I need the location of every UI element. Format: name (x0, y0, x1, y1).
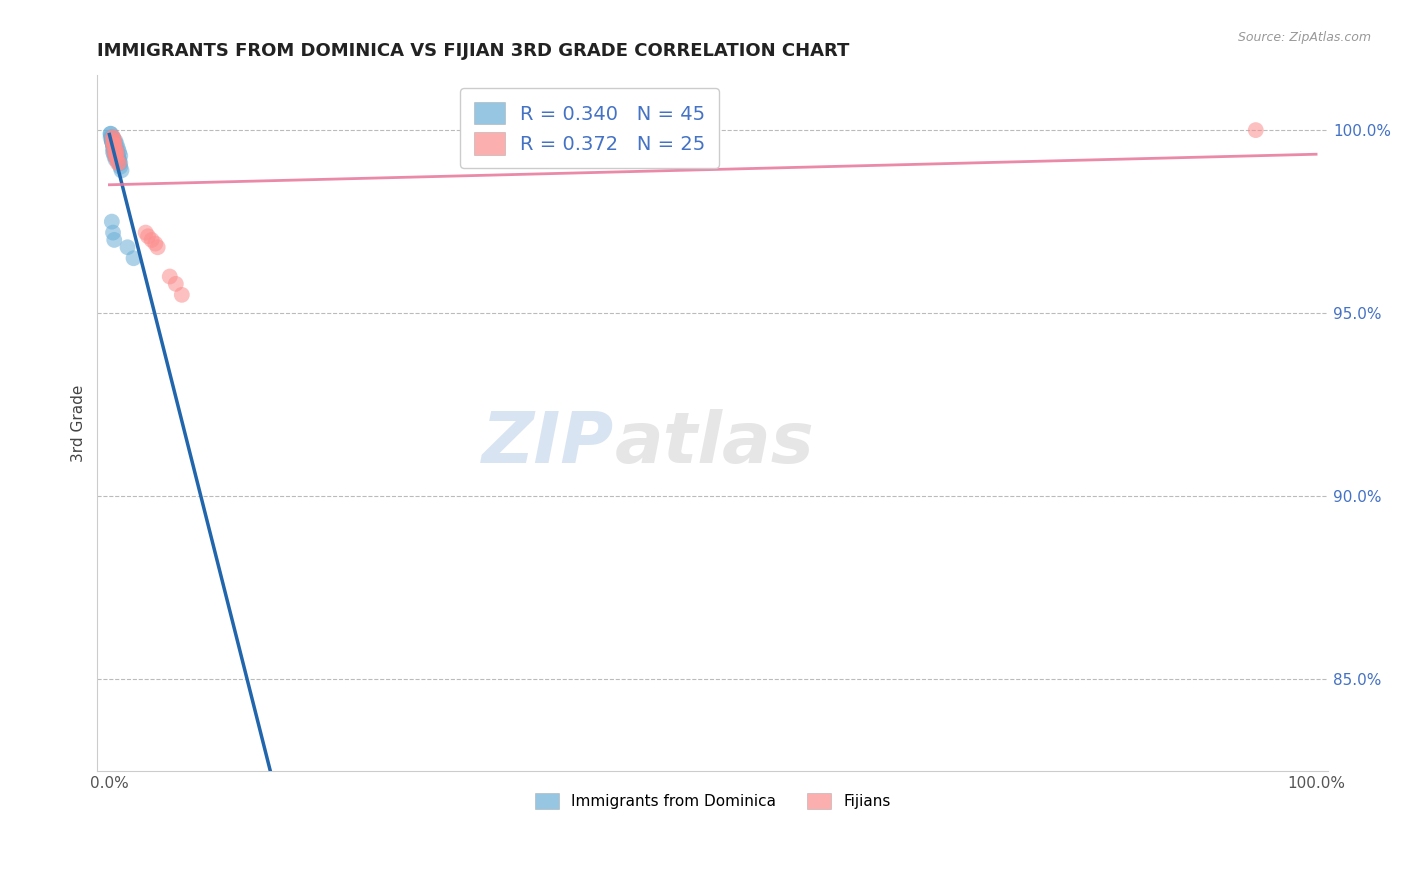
Point (107, 149, 129, 163)
Point (105, 149, 128, 163)
Point (101, 134, 124, 148)
Point (105, 137, 128, 152)
Point (107, 153, 129, 167)
Point (108, 145, 131, 159)
Point (104, 149, 127, 163)
Point (104, 149, 127, 163)
Point (101, 130, 124, 145)
Point (110, 156, 132, 170)
Point (101, 137, 124, 152)
Point (104, 145, 127, 159)
Point (103, 137, 125, 152)
Point (108, 153, 131, 167)
Point (103, 233, 125, 247)
Point (103, 145, 125, 159)
Point (101, 137, 124, 152)
Point (100, 130, 122, 145)
Point (1244, 123, 1267, 137)
Point (165, 277, 187, 291)
Point (107, 141, 129, 155)
Point (107, 156, 129, 170)
Text: ZIP: ZIP (482, 409, 614, 478)
Point (101, 134, 124, 148)
Point (110, 163, 132, 178)
Point (104, 134, 127, 148)
Point (104, 145, 127, 159)
Point (105, 145, 128, 159)
Point (108, 156, 131, 170)
Point (103, 137, 125, 152)
Point (101, 226, 124, 240)
Point (146, 240, 169, 254)
Legend: Immigrants from Dominica, Fijians: Immigrants from Dominica, Fijians (529, 787, 897, 815)
Point (136, 229, 159, 244)
Point (105, 149, 128, 163)
Point (101, 130, 124, 145)
Point (103, 134, 125, 148)
Point (100, 127, 122, 141)
Point (101, 214, 124, 228)
Point (135, 226, 157, 240)
Point (101, 130, 124, 145)
Point (101, 141, 124, 155)
Point (117, 240, 139, 254)
Point (143, 236, 166, 251)
Point (103, 141, 125, 155)
Point (170, 288, 193, 302)
Point (104, 141, 127, 155)
Point (159, 269, 181, 284)
Point (110, 160, 132, 174)
Text: Source: ZipAtlas.com: Source: ZipAtlas.com (1237, 31, 1371, 45)
Point (101, 130, 124, 145)
Point (104, 153, 127, 167)
Point (103, 137, 125, 152)
Point (105, 153, 128, 167)
Point (104, 141, 127, 155)
Point (141, 233, 163, 247)
Point (100, 127, 122, 141)
Point (101, 137, 124, 152)
Point (103, 134, 125, 148)
Point (104, 145, 127, 159)
Point (101, 145, 124, 159)
Point (108, 156, 131, 170)
Point (110, 149, 132, 163)
Point (103, 145, 125, 159)
Point (101, 134, 124, 148)
Point (107, 153, 129, 167)
Text: IMMIGRANTS FROM DOMINICA VS FIJIAN 3RD GRADE CORRELATION CHART: IMMIGRANTS FROM DOMINICA VS FIJIAN 3RD G… (97, 42, 849, 60)
Y-axis label: 3rd Grade: 3rd Grade (72, 384, 86, 462)
Point (122, 251, 145, 265)
Point (101, 134, 124, 148)
Point (103, 149, 125, 163)
Point (101, 137, 124, 152)
Text: atlas: atlas (614, 409, 814, 478)
Point (105, 149, 128, 163)
Point (105, 145, 128, 159)
Point (103, 141, 125, 155)
